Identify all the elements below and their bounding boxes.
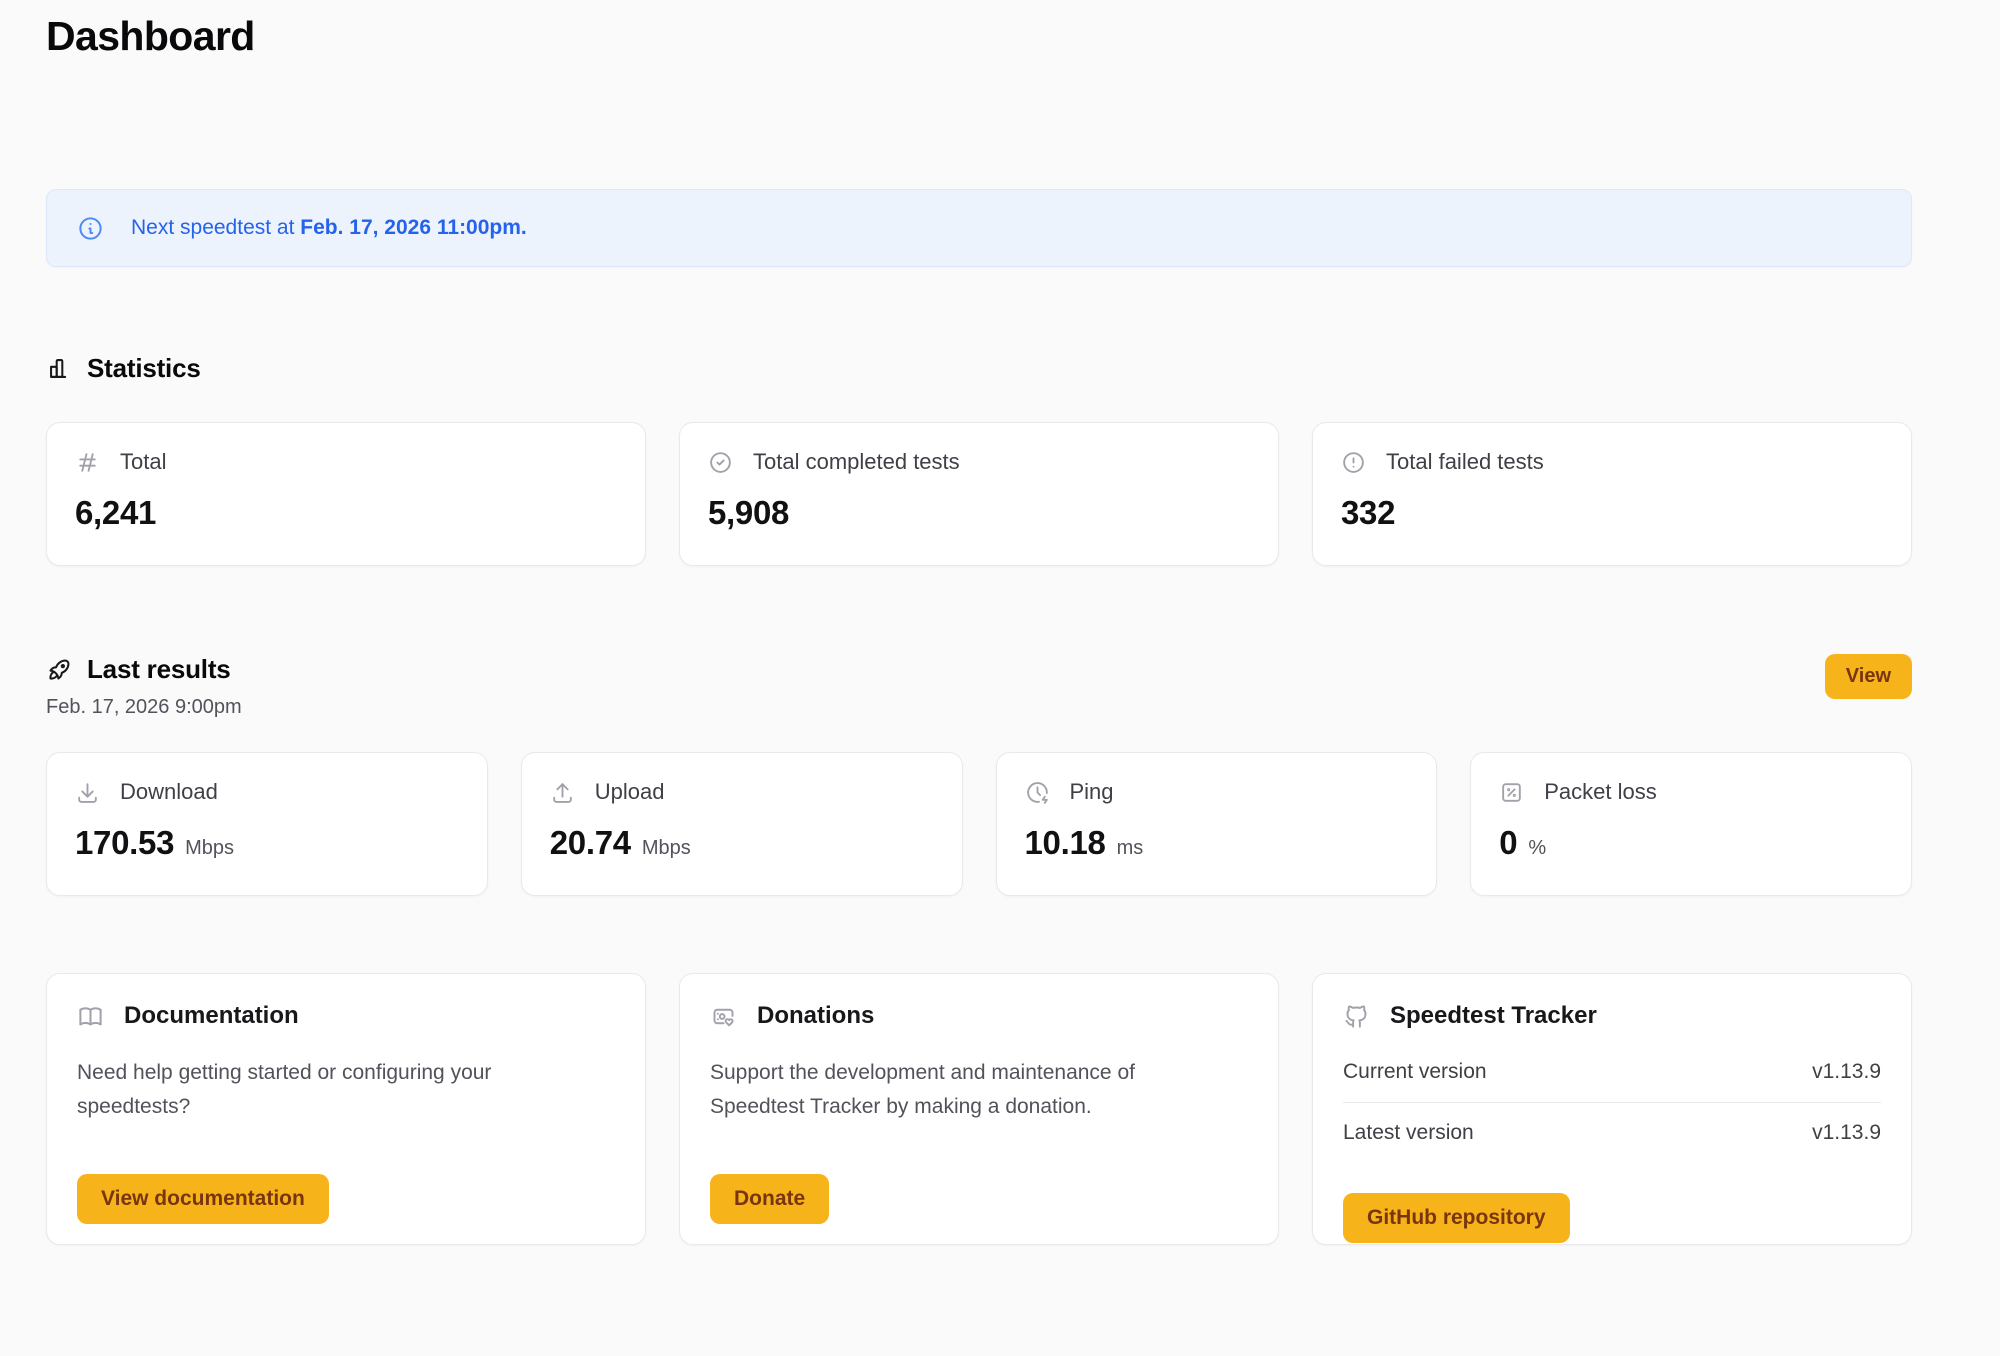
current-version-label: Current version [1343,1060,1487,1084]
documentation-title: Documentation [124,1002,299,1030]
result-card-unit: Mbps [185,837,235,860]
chart-bar-icon [46,355,73,382]
result-card-value: 0 [1499,824,1518,862]
view-documentation-button[interactable]: View documentation [77,1174,329,1225]
statistics-title: Statistics [87,353,201,384]
upload-icon [550,780,575,805]
result-card-label: Packet loss [1544,779,1657,805]
latest-version-label: Latest version [1343,1121,1474,1145]
donation-card-heart-icon [710,1003,737,1030]
result-card-value: 20.74 [549,824,631,862]
banner-text: Next speedtest at Feb. 17, 2026 11:00pm. [131,216,527,240]
result-card-packet-loss: Packet loss 0 % [1470,752,1912,897]
stat-card-label: Total failed tests [1386,449,1544,475]
statistics-header: Statistics [46,353,1912,384]
result-card-value: 10.18 [1024,824,1106,862]
info-icon [77,215,104,242]
info-cards: Documentation Need help getting started … [46,973,1912,1246]
last-results-title: Last results [87,654,231,685]
result-card-unit: Mbps [641,837,691,860]
ping-clock-icon [1025,780,1050,805]
last-results-timestamp: Feb. 17, 2026 9:00pm [46,696,242,719]
donate-button[interactable]: Donate [710,1174,830,1225]
stat-card-label: Total completed tests [753,449,960,475]
book-icon [77,1003,104,1030]
download-icon [75,780,100,805]
speedtest-tracker-title: Speedtest Tracker [1390,1002,1597,1030]
result-card-ping: Ping 10.18 ms [995,752,1438,897]
speedtest-tracker-card: Speedtest Tracker Current version v1.13.… [1312,973,1912,1246]
page-title: Dashboard [46,13,255,59]
github-repository-button[interactable]: GitHub repository [1343,1193,1570,1244]
github-icon [1343,1003,1370,1030]
result-card-label: Upload [594,779,665,805]
donations-body: Support the development and maintenance … [710,1061,1135,1118]
banner-datetime: Feb. 17, 2026 11:00pm. [300,216,527,240]
percentage-icon [1499,780,1524,805]
statistics-cards: Total 6,241 Total completed tests 5,908 … [46,422,1912,567]
last-results-header: Last results Feb. 17, 2026 9:00pm View [46,654,1912,719]
documentation-card: Documentation Need help getting started … [46,973,646,1246]
check-circle-icon [708,450,733,475]
result-card-download: Download 170.53 Mbps [46,752,488,897]
hash-icon [75,450,100,475]
last-results-cards: Download 170.53 Mbps Upload 20.74 Mbps P… [46,752,1912,897]
stat-card-total: Total 6,241 [46,422,646,567]
result-card-unit: ms [1116,837,1144,860]
stat-card-value: 5,908 [708,494,790,532]
current-version-row: Current version v1.13.9 [1343,1042,1881,1102]
result-card-upload: Upload 20.74 Mbps [520,752,963,897]
documentation-body: Need help getting started or configuring… [77,1061,492,1118]
alert-circle-icon [1341,450,1366,475]
view-button[interactable]: View [1824,654,1912,700]
result-card-unit: % [1528,837,1547,860]
next-speedtest-banner: Next speedtest at Feb. 17, 2026 11:00pm. [46,189,1912,268]
stat-card-failed: Total failed tests 332 [1312,422,1912,567]
dashboard-page: Dashboard Next speedtest at Feb. 17, 202… [46,13,1912,1246]
current-version-value: v1.13.9 [1812,1060,1881,1084]
stat-card-label: Total [120,449,167,475]
stat-card-value: 332 [1341,494,1396,532]
result-card-label: Ping [1069,779,1114,805]
latest-version-row: Latest version v1.13.9 [1343,1102,1881,1163]
latest-version-value: v1.13.9 [1812,1121,1881,1145]
stat-card-value: 6,241 [75,494,157,532]
result-card-label: Download [120,779,218,805]
donations-title: Donations [757,1002,875,1030]
stat-card-completed: Total completed tests 5,908 [679,422,1279,567]
banner-text-prefix: Next speedtest at [131,216,295,240]
rocket-icon [46,656,73,683]
donations-card: Donations Support the development and ma… [679,973,1279,1246]
result-card-value: 170.53 [75,824,175,862]
